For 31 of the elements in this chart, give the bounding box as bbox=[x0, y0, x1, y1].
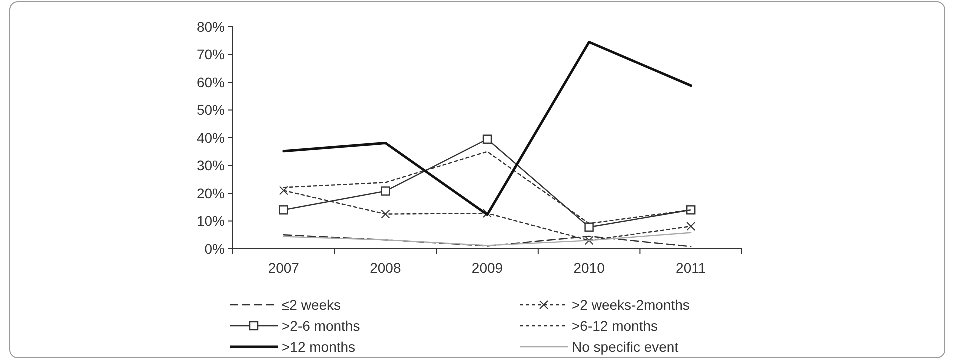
x-tick-label: 2011 bbox=[676, 260, 706, 276]
y-tick-label: 50% bbox=[196, 102, 225, 118]
line-series bbox=[283, 232, 692, 246]
y-tick-label: 70% bbox=[196, 46, 225, 63]
x-tick-label: 2010 bbox=[574, 260, 606, 276]
x-tick-label: 2007 bbox=[268, 260, 300, 276]
point bbox=[279, 186, 288, 196]
legend-label: >6-12 months bbox=[572, 318, 658, 334]
y-tick-label: 10% bbox=[196, 213, 225, 230]
x-tick-label: 2009 bbox=[472, 260, 504, 276]
point bbox=[686, 222, 696, 232]
legend-label: ≤2 weeks bbox=[282, 296, 342, 313]
legend-label: >12 months bbox=[282, 338, 356, 355]
point bbox=[584, 236, 594, 246]
legend-label: No specific event bbox=[572, 338, 679, 355]
y-tick-label: 30% bbox=[196, 158, 225, 174]
point bbox=[584, 222, 594, 232]
point bbox=[279, 206, 288, 215]
legend-label: >2 weeks-2months bbox=[572, 296, 690, 313]
y-tick-label: 0% bbox=[204, 240, 225, 257]
point bbox=[381, 210, 390, 219]
point bbox=[381, 186, 390, 196]
x-tick-label: 2008 bbox=[370, 260, 402, 276]
y-tick-label: 20% bbox=[196, 185, 225, 202]
y-tick-label: 80% bbox=[196, 18, 225, 35]
legend-label: >2-6 months bbox=[282, 318, 360, 334]
point bbox=[482, 134, 492, 144]
point bbox=[686, 206, 696, 215]
y-tick-label: 40% bbox=[196, 130, 225, 146]
y-tick-label: 60% bbox=[196, 74, 225, 90]
line-series bbox=[282, 41, 692, 216]
